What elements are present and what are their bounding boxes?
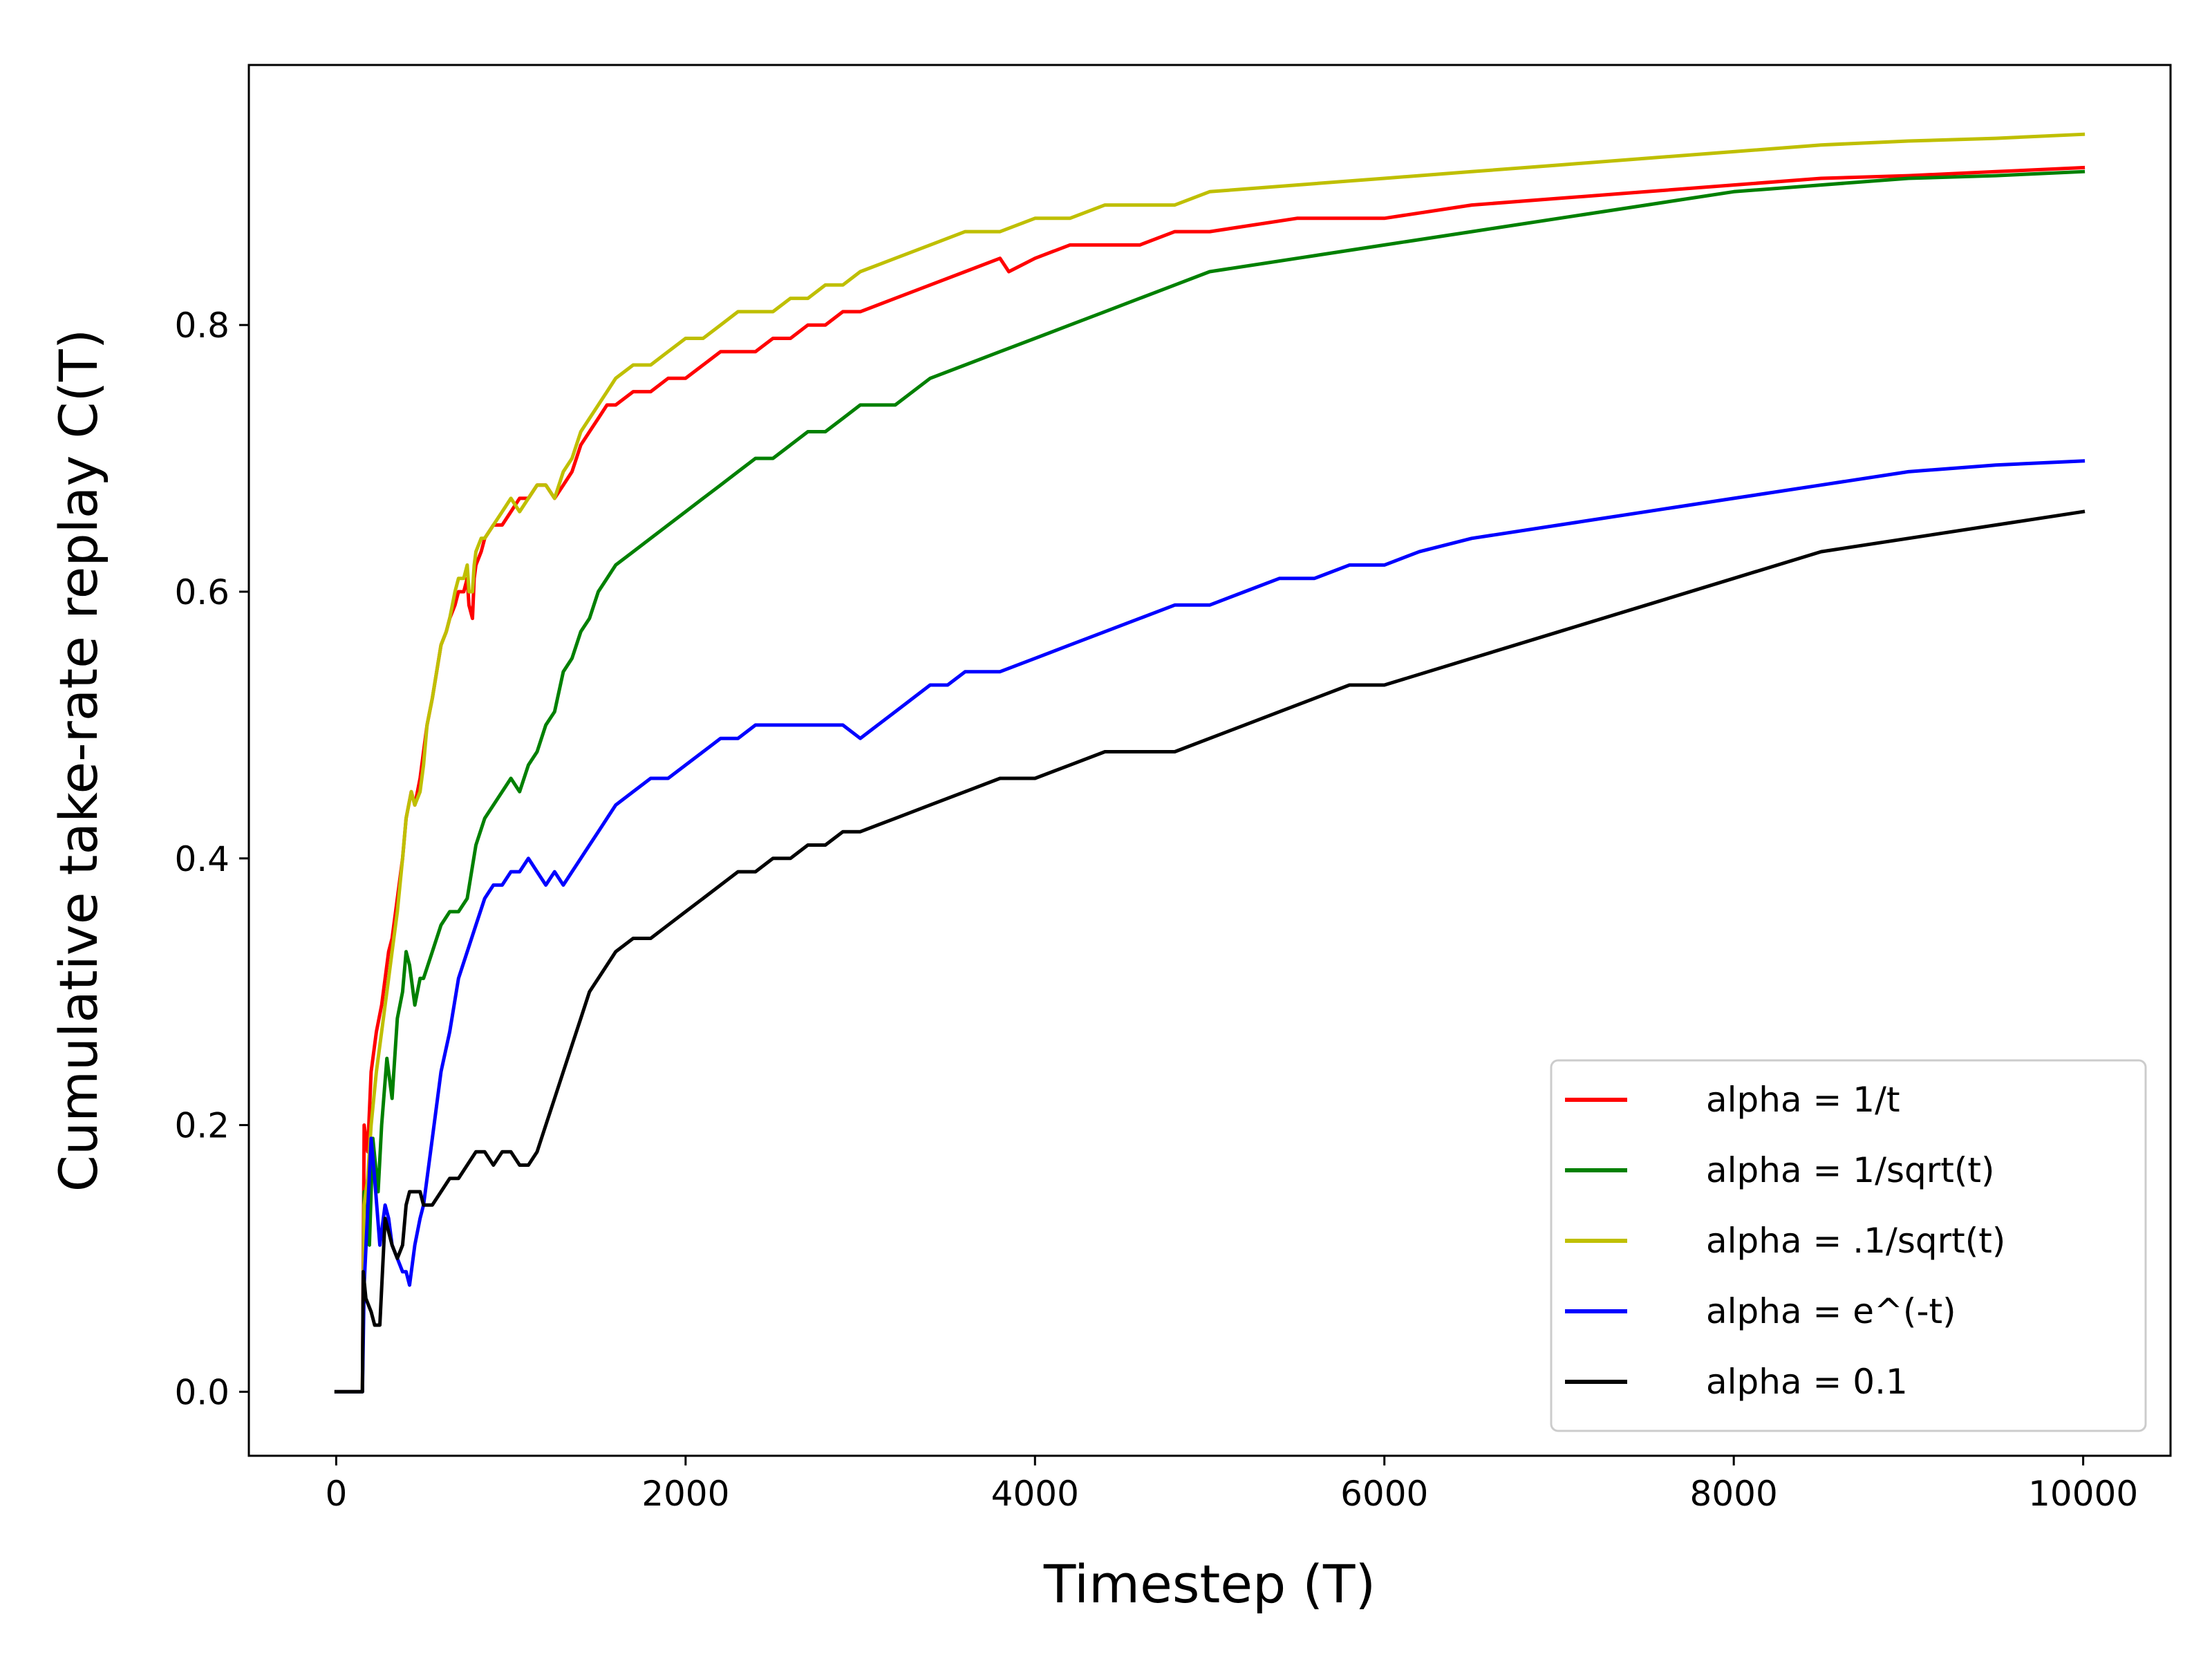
legend: alpha = 1/t alpha = 1/sqrt(t) alpha = .1/s… xyxy=(1550,1059,2147,1432)
x-tick-label: 0 xyxy=(325,1474,347,1514)
plot-area-frame xyxy=(247,64,2172,1457)
series-line-5 xyxy=(334,509,2086,1394)
y-tick-label: 0.4 xyxy=(174,839,229,879)
legend-label-4: alpha = e^(-t) xyxy=(1706,1291,1956,1331)
x-tick-label: 10000 xyxy=(2028,1474,2138,1514)
series-line-3 xyxy=(334,132,2086,1394)
legend-label-2: alpha = 1/sqrt(t) xyxy=(1706,1150,1995,1190)
y-tick-label: 0.0 xyxy=(174,1372,229,1412)
y-axis-ticks: 0.0 0.2 0.4 0.6 0.8 xyxy=(174,306,249,1412)
y-tick-label: 0.8 xyxy=(174,306,229,346)
legend-box xyxy=(1550,1059,2147,1432)
x-axis-label: Timestep (T) xyxy=(1043,1553,1376,1615)
x-axis-ticks: 0 2000 4000 6000 8000 10000 xyxy=(325,1456,2138,1514)
y-tick-label: 0.6 xyxy=(174,572,229,612)
x-tick-label: 6000 xyxy=(1340,1474,1428,1514)
y-axis-label: Cumulative take-rate replay C(T) xyxy=(48,329,109,1192)
x-tick-label: 2000 xyxy=(641,1474,729,1514)
legend-label-5: alpha = 0.1 xyxy=(1706,1362,1908,1402)
legend-label-1: alpha = 1/t xyxy=(1706,1080,1900,1120)
series-line-4 xyxy=(334,459,2086,1394)
legend-label-3: alpha = .1/sqrt(t) xyxy=(1706,1221,2005,1261)
series-layer xyxy=(334,132,2086,1394)
x-tick-label: 8000 xyxy=(1690,1474,1778,1514)
y-tick-label: 0.2 xyxy=(174,1106,229,1146)
x-tick-label: 4000 xyxy=(991,1474,1079,1514)
series-line-2 xyxy=(334,169,2086,1394)
